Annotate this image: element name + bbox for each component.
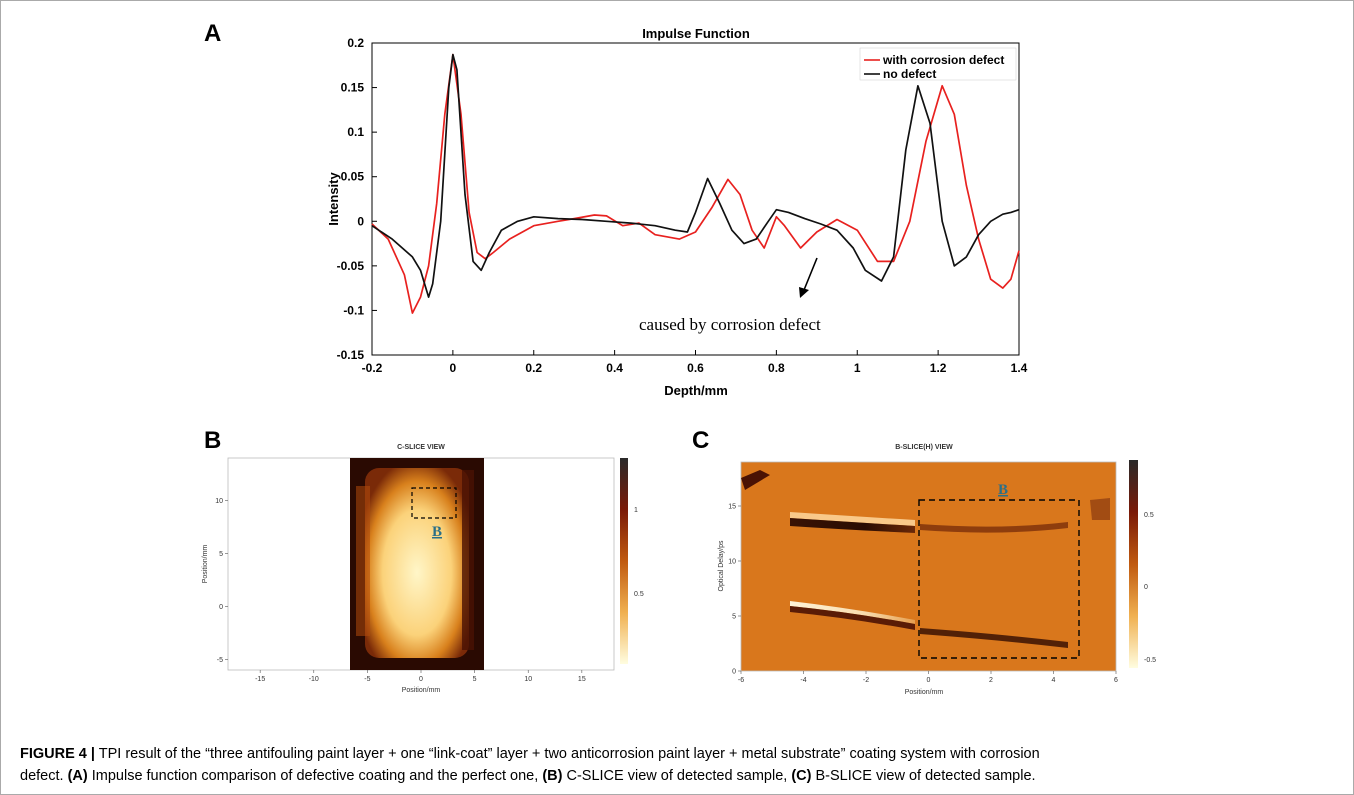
caption-text: Impulse function comparison of defective…: [87, 768, 543, 784]
caption-text: B-SLICE view of detected sample.: [811, 768, 1036, 784]
annotation-text: caused by corrosion defect: [639, 315, 821, 334]
x-tick-label: 0: [450, 361, 457, 375]
x-axis-ticks: -0.2 0 0.2 0.4 0.6 0.8 1 1.2 1.4: [362, 350, 1028, 375]
caption-text: C-SLICE view of detected sample,: [562, 768, 792, 784]
plot-area: [371, 42, 1020, 356]
x-tick-label: 1: [854, 361, 861, 375]
y-tick-label: 0.15: [341, 81, 365, 95]
x-tick-label: 0.6: [687, 361, 704, 375]
x-tick-label: 0.8: [768, 361, 785, 375]
panel-label-c: C: [692, 427, 710, 454]
series-lines: [371, 53, 1020, 314]
series-line-with-defect: [371, 53, 1020, 314]
y-axis-ticks: -0.15 -0.1 -0.05 0 0.05 0.1 0.15 0.2: [337, 36, 377, 362]
x-tick-label: 0.2: [525, 361, 542, 375]
caption-text: TPI result of the “three antifouling pai…: [94, 746, 1040, 762]
y-tick-label: -0.15: [337, 348, 365, 362]
x-axis-label: Depth/mm: [664, 383, 728, 398]
figure-caption: FIGURE 4 | TPI result of the “three anti…: [20, 743, 1340, 787]
legend: with corrosion defect no defect: [859, 47, 1017, 81]
y-tick-label: 0.2: [347, 36, 364, 50]
panel-label-a: A: [204, 20, 222, 47]
y-tick-label: -0.05: [337, 259, 365, 273]
x-tick-label: -0.2: [362, 361, 383, 375]
legend-entry-defect: with corrosion defect: [882, 53, 1004, 67]
caption-label: FIGURE 4 |: [20, 746, 95, 762]
y-tick-label: 0: [357, 214, 364, 228]
annotation: caused by corrosion defect: [639, 257, 821, 334]
caption-text: defect.: [20, 768, 68, 784]
annotation-arrow-line: [803, 257, 818, 291]
legend-entry-no-defect: no defect: [883, 67, 936, 81]
y-axis-label: Intensity: [326, 172, 341, 226]
legend-box: [859, 47, 1017, 81]
series-line-no-defect: [371, 53, 1020, 298]
y-tick-label: 0.1: [347, 125, 364, 139]
annotation-arrowhead: [799, 287, 809, 298]
y-tick-label: -0.1: [343, 303, 364, 317]
x-tick-label: 0.4: [606, 361, 623, 375]
impulse-function-chart: Impulse Function -0.15 -0.1 -0.05 0 0.05 0.1 0…: [326, 26, 1028, 398]
caption-ref: (B): [542, 768, 563, 784]
panel-label-b: B: [204, 427, 222, 454]
caption-ref: (A): [67, 768, 88, 784]
chart-title: Impulse Function: [642, 26, 750, 41]
x-tick-label: 1.2: [930, 361, 947, 375]
caption-ref: (C): [791, 768, 812, 784]
x-tick-label: 1.4: [1011, 361, 1028, 375]
y-tick-label: 0.05: [341, 170, 365, 184]
